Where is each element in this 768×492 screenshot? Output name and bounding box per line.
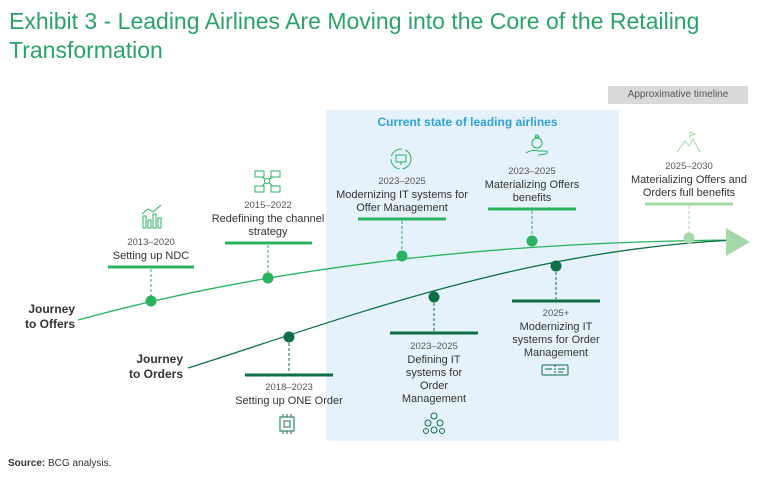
milestone-year: 2015–2022 bbox=[244, 200, 292, 211]
source-text: BCG analysis. bbox=[48, 458, 112, 469]
milestone-year: 2023–2025 bbox=[508, 166, 556, 177]
channel-dot bbox=[262, 272, 274, 284]
timeline-badge: Approximative timeline bbox=[608, 86, 748, 104]
bar-chart-icon bbox=[141, 204, 162, 229]
milestone-full-benefits: 2025–2030 Materializing Offers and Order… bbox=[624, 160, 754, 200]
milestone-text: Setting up NDC bbox=[112, 250, 190, 262]
monitor-refresh-icon bbox=[390, 148, 412, 170]
milestone-text: Modernizing IT systems for Order Managem… bbox=[512, 321, 600, 359]
milestone-offer-it: 2023–2025 Modernizing IT systems for Off… bbox=[329, 175, 475, 215]
milestone-text: Modernizing IT systems for Offer Managem… bbox=[336, 189, 468, 214]
order-it-mod-dot bbox=[550, 260, 562, 272]
journey-orders-label: Journey to Orders bbox=[128, 352, 183, 381]
orders-journey-line bbox=[187, 239, 736, 369]
milestone-ndc: 2013–2020 Setting up NDC bbox=[86, 236, 216, 263]
offers-journey-line bbox=[77, 239, 736, 321]
exhibit-title: Exhibit 3 - Leading Airlines Are Moving … bbox=[9, 8, 700, 63]
one-order-dot bbox=[283, 331, 295, 343]
milestone-materializing: 2023–2025 Materializing Offers benefits bbox=[477, 165, 587, 205]
mountain-flag-icon bbox=[676, 131, 701, 153]
milestone-year: 2025+ bbox=[542, 308, 570, 319]
milestone-text: Redefining the channel strategy bbox=[211, 213, 325, 238]
milestone-order-it-def: 2023–2025 Defining IT systems for Order … bbox=[394, 340, 474, 406]
milestone-year: 2025–2030 bbox=[665, 161, 713, 172]
milestone-year: 2023–2025 bbox=[410, 341, 458, 352]
milestone-text: Materializing Offers benefits bbox=[484, 179, 580, 204]
network-cluster-icon bbox=[423, 412, 445, 434]
current-state-panel bbox=[326, 110, 619, 441]
milestone-year: 2023–2025 bbox=[378, 176, 426, 187]
journey-offers-label: Journey to Offers bbox=[24, 302, 75, 331]
milestone-text: Materializing Offers and Orders full ben… bbox=[631, 174, 747, 199]
ndc-dot bbox=[145, 295, 157, 307]
milestone-order-it-mod: 2025+ Modernizing IT systems for Order M… bbox=[506, 307, 606, 360]
milestone-one-order: 2018–2023 Setting up ONE Order bbox=[224, 381, 354, 408]
boarding-pass-icon bbox=[541, 364, 569, 376]
order-it-def-dot bbox=[428, 291, 440, 303]
milestone-channel: 2015–2022 Redefining the channel strateg… bbox=[198, 199, 338, 239]
milestone-year: 2018–2023 bbox=[265, 382, 313, 393]
full-benefits-dot bbox=[683, 232, 695, 244]
offer-it-dot bbox=[396, 250, 408, 262]
source-note: Source: BCG analysis. bbox=[8, 458, 111, 469]
panel-title: Current state of leading airlines bbox=[377, 115, 558, 129]
arrow-head bbox=[726, 228, 750, 256]
milestone-text: Defining IT systems for Order Management bbox=[401, 354, 467, 405]
chip-icon bbox=[279, 414, 295, 434]
channel-network-icon bbox=[254, 170, 281, 193]
milestone-year: 2013–2020 bbox=[127, 237, 175, 248]
milestone-text: Setting up ONE Order bbox=[235, 395, 343, 407]
source-label: Source: bbox=[8, 458, 46, 469]
money-bag-hand-icon bbox=[525, 134, 548, 156]
materializing-dot bbox=[526, 235, 538, 247]
